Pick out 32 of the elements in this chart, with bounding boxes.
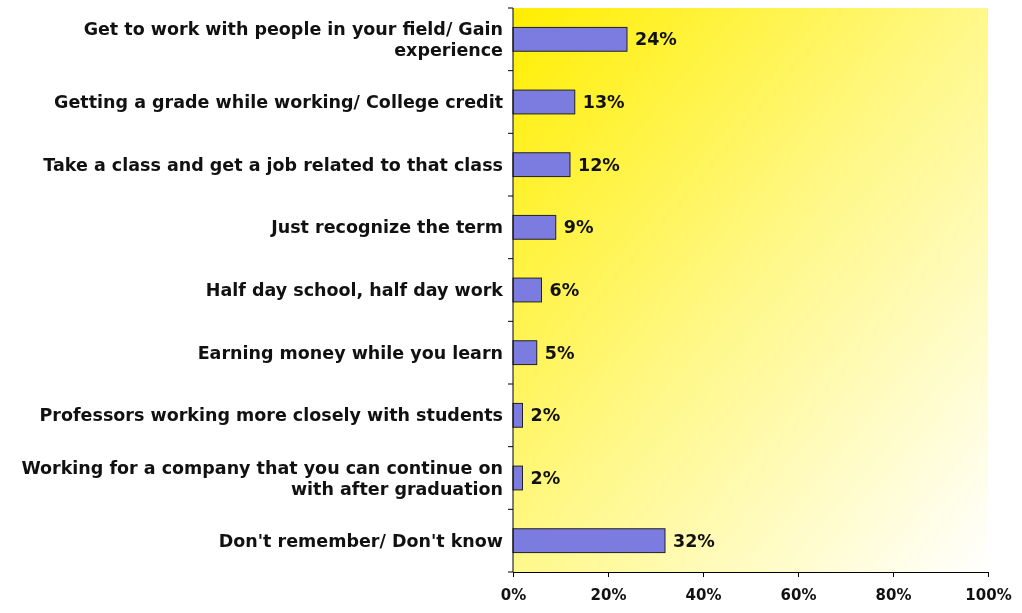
data-label: 13% (582, 92, 625, 113)
bar (512, 89, 576, 115)
data-label: 2% (530, 468, 561, 489)
data-label: 32% (673, 530, 715, 551)
y-tick-label: Working for a company that you can continue on with after graduation (21, 457, 503, 499)
bar (512, 340, 538, 366)
data-label: 6% (549, 280, 580, 301)
y-tick-label: Don't remember/ Don't know (218, 530, 503, 551)
x-tick-label: 80% (875, 585, 912, 604)
bar (512, 152, 571, 178)
data-label: 9% (563, 217, 594, 238)
y-tick-label: Half day school, half day work (205, 280, 504, 301)
data-label: 12% (578, 154, 620, 175)
x-tick-label: 100% (965, 585, 1012, 604)
x-tick-label: 20% (590, 585, 627, 604)
bar (512, 465, 523, 491)
bar (512, 277, 542, 303)
y-tick-label: Getting a grade while working/ College credit (54, 92, 503, 113)
y-tick-label: Just recognize the term (270, 217, 503, 238)
data-label: 5% (544, 342, 575, 363)
bar (512, 528, 666, 554)
data-label: 2% (530, 405, 561, 426)
x-tick-label: 0% (500, 585, 527, 604)
x-tick-label: 40% (685, 585, 722, 604)
bar (512, 26, 628, 52)
y-tick-label: Take a class and get a job related to that class (43, 154, 503, 175)
y-tick-label: Earning money while you learn (197, 342, 503, 363)
y-tick-label: Get to work with people in your field/ Gain experience (83, 18, 504, 60)
data-label: 24% (635, 29, 677, 50)
x-tick-label: 60% (780, 585, 817, 604)
bar (512, 214, 557, 240)
y-tick-label: Professors working more closely with students (39, 405, 503, 426)
